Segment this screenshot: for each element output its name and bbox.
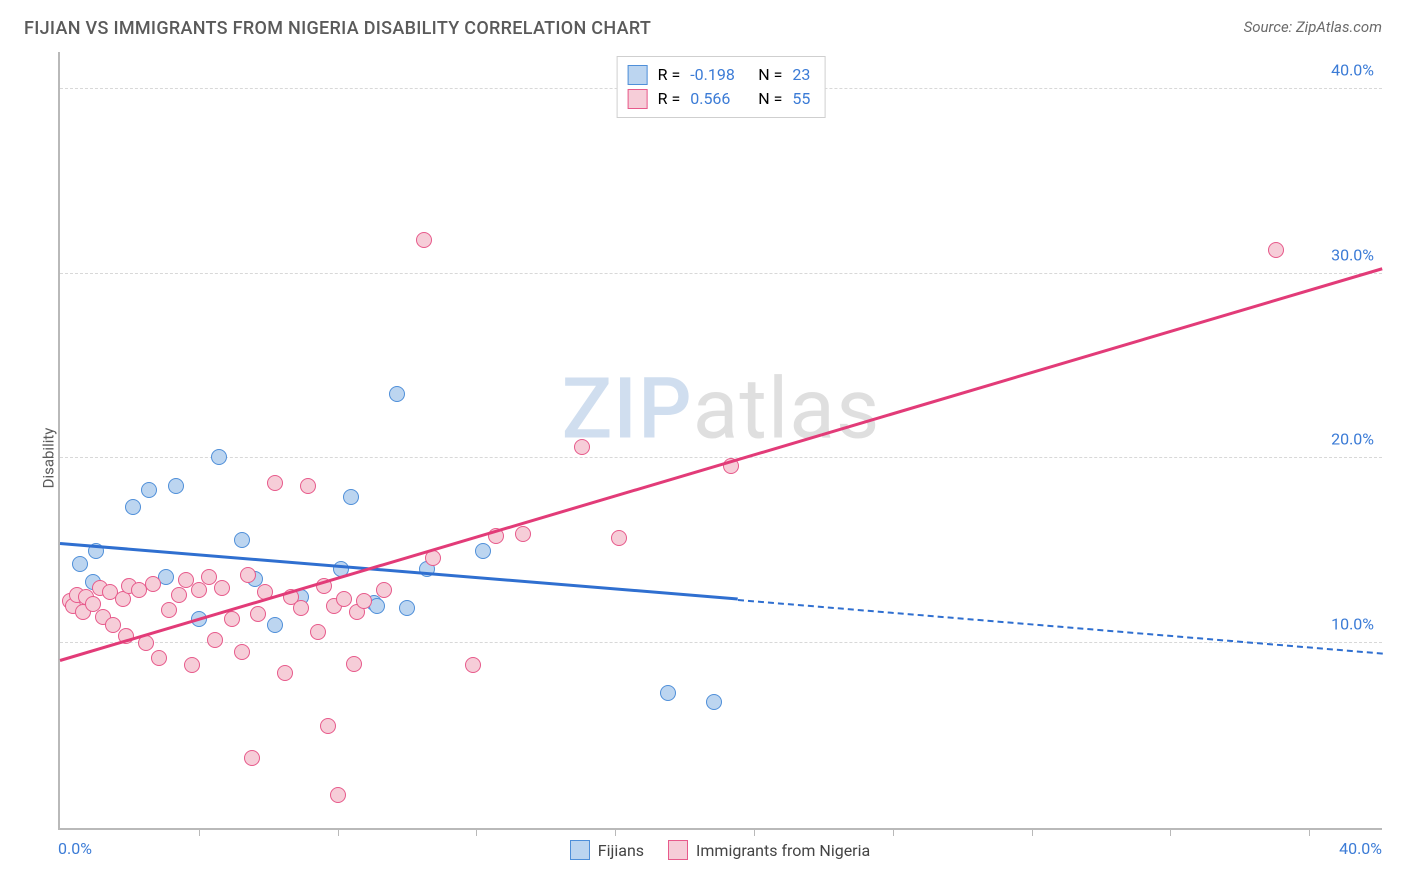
data-point [611,530,627,546]
data-point [465,657,481,673]
chart-title: FIJIAN VS IMMIGRANTS FROM NIGERIA DISABI… [24,18,651,39]
x-tick [754,828,755,836]
trend-line [737,599,1382,655]
chart-container: Disability ZIPatlas R = -0.198 N = 23 R = 0.5… [24,52,1382,864]
data-point [234,644,250,660]
data-point [389,386,405,402]
data-point [267,617,283,633]
data-point [1268,242,1284,258]
data-point [416,232,432,248]
r-value: 0.566 [690,87,748,111]
data-point [168,478,184,494]
n-label: N = [758,63,782,87]
data-point [161,602,177,618]
data-point [343,489,359,505]
data-point [211,449,227,465]
data-point [184,657,200,673]
data-point [399,600,415,616]
x-tick [338,828,339,836]
n-value: 55 [792,87,810,111]
data-point [346,656,362,672]
legend-item: Fijians [570,840,644,860]
gridline [60,273,1382,274]
gridline [60,457,1382,458]
data-point [207,632,223,648]
x-tick [893,828,894,836]
r-label: R = [658,87,681,111]
n-label: N = [758,87,782,111]
source-label: Source: ZipAtlas.com [1244,18,1382,36]
data-point [141,482,157,498]
data-point [330,787,346,803]
data-point [105,617,121,633]
legend-stat-row: R = 0.566 N = 55 [628,87,811,111]
data-point [72,556,88,572]
data-point [376,582,392,598]
trend-line [60,267,1383,662]
data-point [171,587,187,603]
r-value: -0.198 [690,63,748,87]
gridline [60,642,1382,643]
legend-label: Fijians [598,841,644,860]
data-point [224,611,240,627]
legend-swatch [668,840,688,860]
legend-swatch [628,65,648,85]
data-point [293,600,309,616]
x-tick [199,828,200,836]
data-point [574,439,590,455]
x-tick [615,828,616,836]
legend-series: Fijians Immigrants from Nigeria [58,836,1382,864]
legend-stats: R = -0.198 N = 23 R = 0.566 N = 55 [617,56,826,118]
y-tick-label: 40.0% [1331,60,1374,79]
watermark: ZIPatlas [562,359,881,458]
legend-stat-row: R = -0.198 N = 23 [628,63,811,87]
x-tick [1170,828,1171,836]
data-point [706,694,722,710]
data-point [214,580,230,596]
y-tick-label: 20.0% [1331,430,1374,449]
data-point [250,606,266,622]
y-axis-label: Disability [39,428,57,489]
n-value: 23 [792,63,810,87]
legend-swatch [570,840,590,860]
data-point [277,665,293,681]
data-point [336,591,352,607]
data-point [310,624,326,640]
data-point [191,582,207,598]
data-point [125,499,141,515]
data-point [475,543,491,559]
data-point [244,750,260,766]
x-tick [1032,828,1033,836]
data-point [240,567,256,583]
data-point [267,475,283,491]
data-point [151,650,167,666]
legend-swatch [628,89,648,109]
data-point [515,526,531,542]
data-point [320,718,336,734]
data-point [201,569,217,585]
header: FIJIAN VS IMMIGRANTS FROM NIGERIA DISABI… [0,0,1406,45]
data-point [300,478,316,494]
r-label: R = [658,63,681,87]
plot-area: ZIPatlas R = -0.198 N = 23 R = 0.566 N = 55 10.… [58,52,1382,830]
x-tick [476,828,477,836]
legend-item: Immigrants from Nigeria [668,840,870,860]
data-point [145,576,161,592]
y-tick-label: 30.0% [1331,245,1374,264]
data-point [356,593,372,609]
x-tick [1309,828,1310,836]
y-tick-label: 10.0% [1331,615,1374,634]
data-point [660,685,676,701]
data-point [234,532,250,548]
legend-label: Immigrants from Nigeria [696,841,870,860]
